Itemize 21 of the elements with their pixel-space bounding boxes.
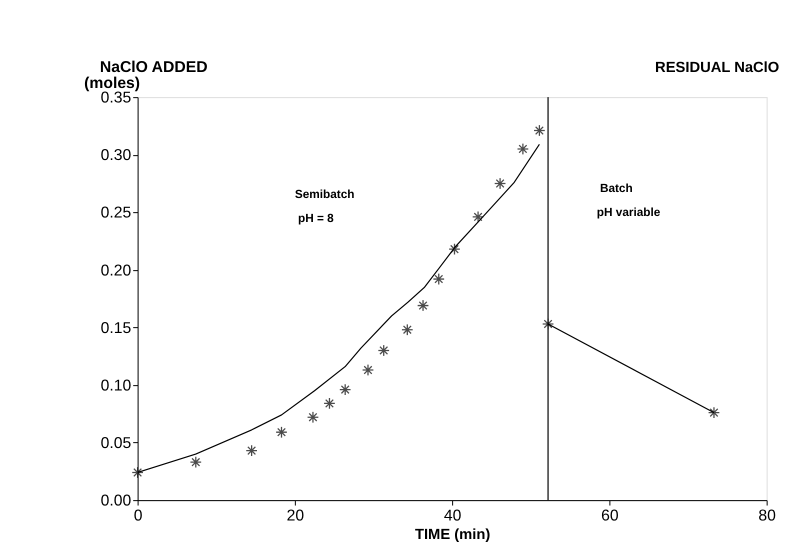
y-tick-label: 0.10 <box>100 377 132 394</box>
y-tick-label: 0.25 <box>100 204 132 222</box>
x-tick-label: 20 <box>286 507 304 524</box>
annotation: pH variable <box>596 206 661 219</box>
text: RESIDUAL NaClO <box>655 60 780 76</box>
y-tick-label: 0.15 <box>100 320 132 337</box>
y-tick-label: 0.05 <box>100 434 132 452</box>
y-tick-label: 0.20 <box>100 262 132 280</box>
x-tick-label: 80 <box>758 507 776 524</box>
text: (moles) <box>84 74 140 92</box>
x-tick-label: 60 <box>601 507 619 524</box>
annotation: pH = 8 <box>298 212 334 225</box>
annotation: Batch <box>600 182 633 195</box>
x-tick-label: 0 <box>134 507 143 524</box>
y-tick-label: 0.00 <box>100 492 132 510</box>
y-axis-title: NaClO ADDED <box>100 58 208 76</box>
x-tick-label: 40 <box>444 507 462 524</box>
y-tick-label: 0.30 <box>100 147 132 164</box>
x-axis-title: TIME (min) <box>414 526 490 543</box>
annotation: Semibatch <box>294 188 354 201</box>
y-tick-label: 0.35 <box>100 90 132 107</box>
